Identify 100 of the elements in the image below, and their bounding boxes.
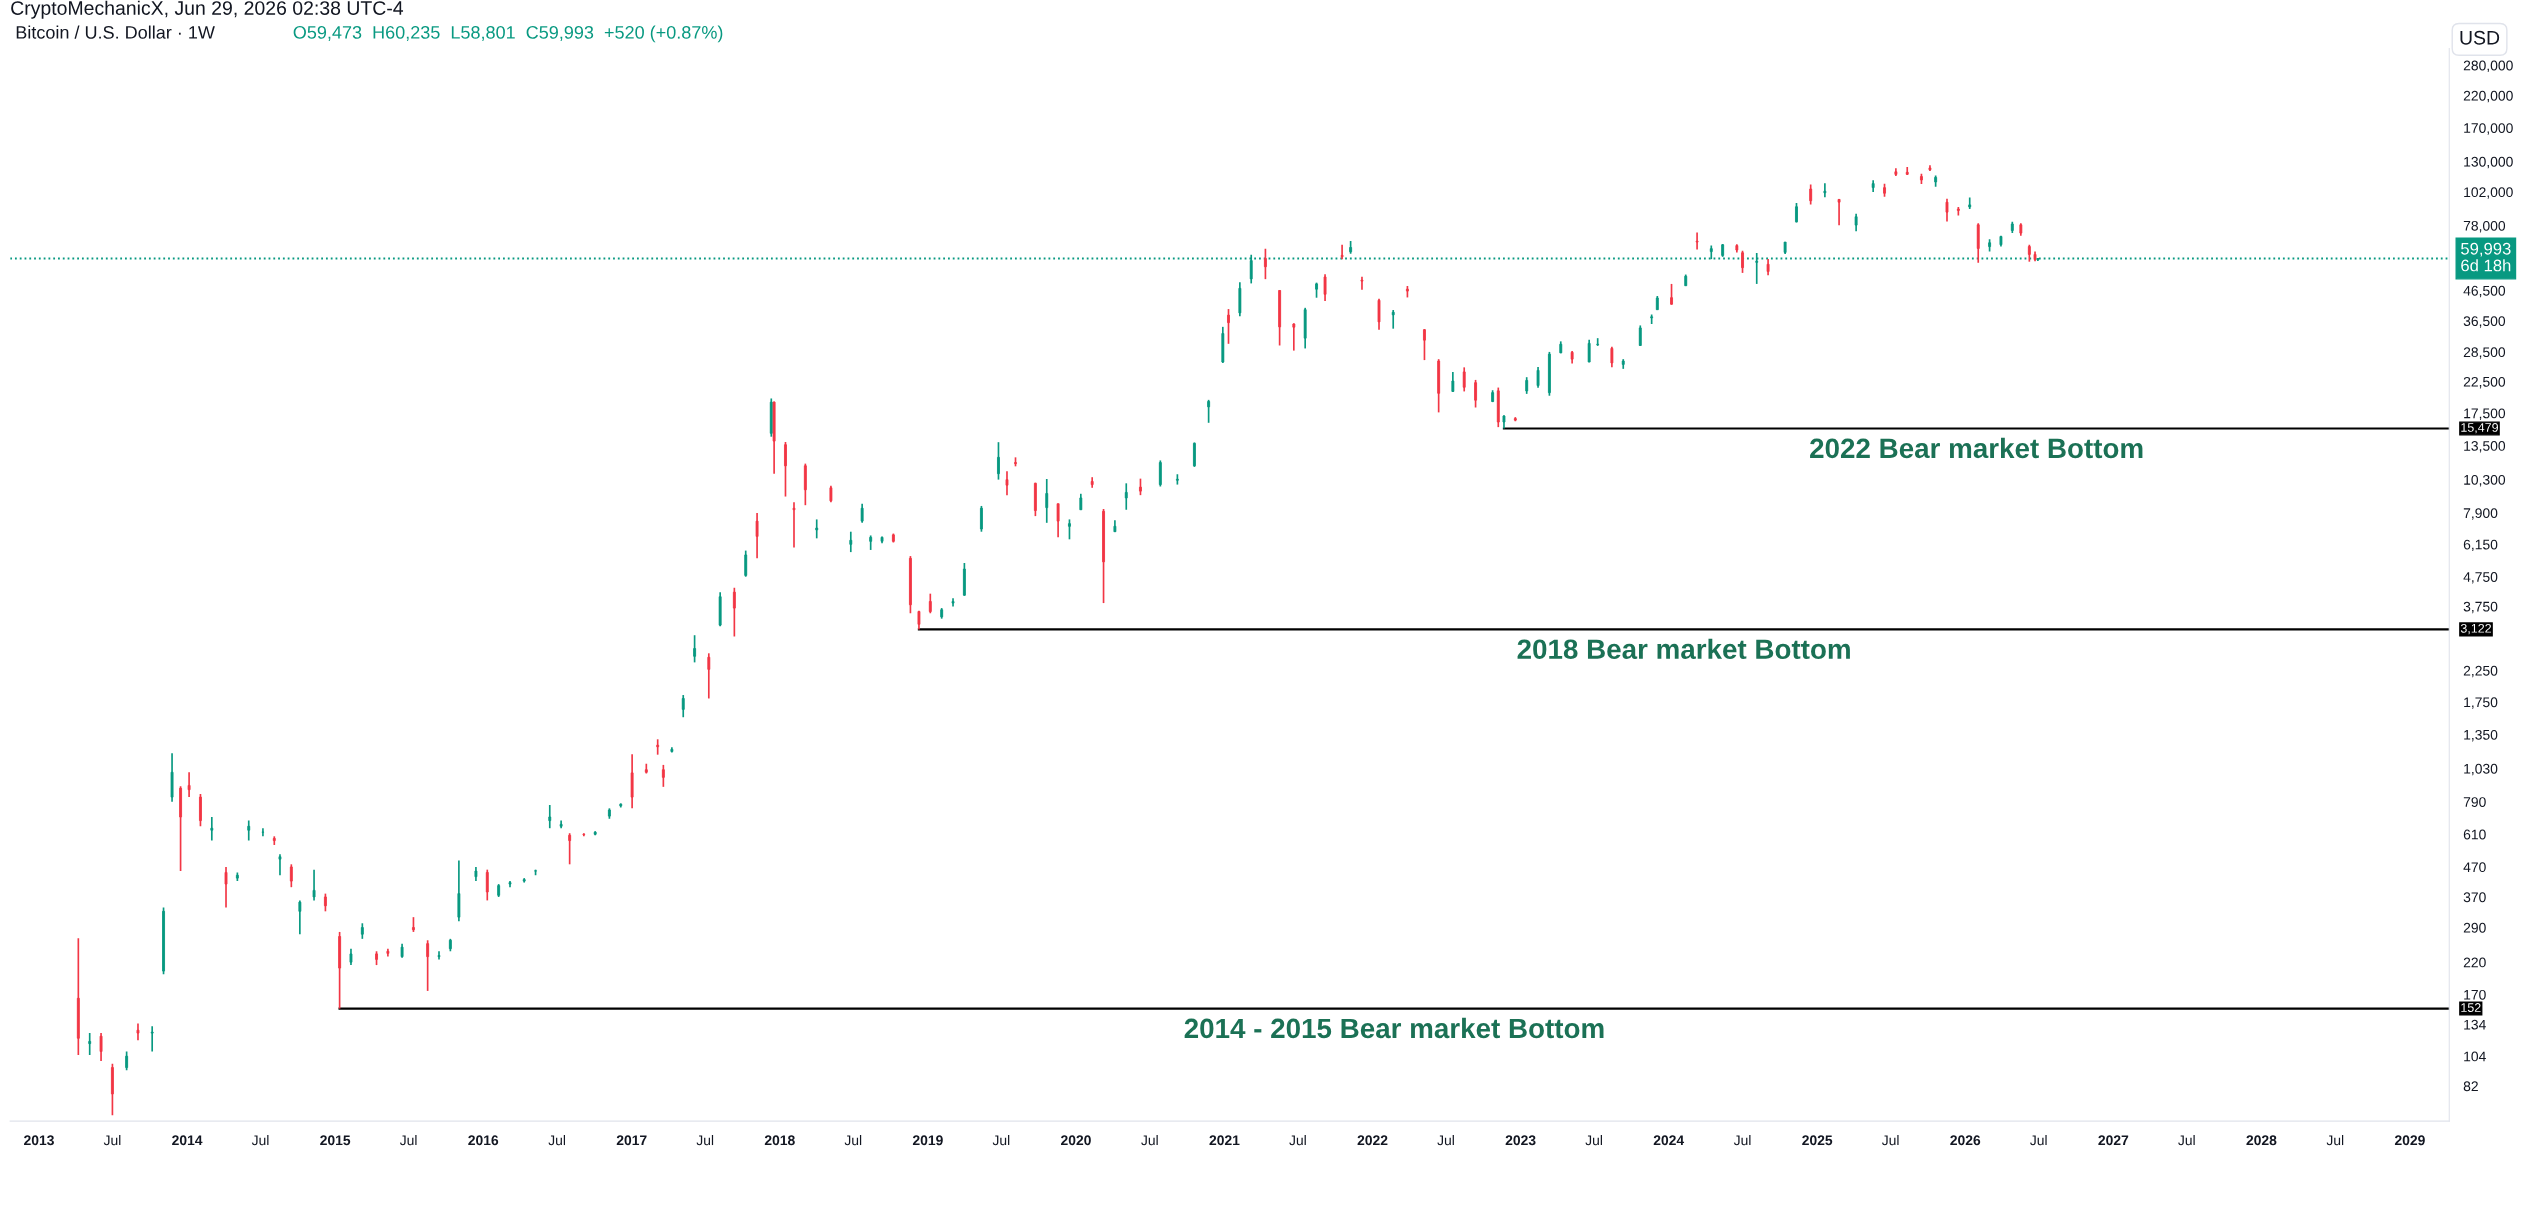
candlestick — [278, 853, 282, 877]
candlestick — [1340, 243, 1344, 261]
candlestick — [792, 501, 796, 549]
candlestick — [1638, 324, 1642, 347]
candlestick — [1536, 366, 1540, 389]
candlestick — [1207, 399, 1211, 424]
x-tick-label: Jul — [1733, 1134, 1751, 1146]
candlestick — [88, 1032, 92, 1056]
candlestick — [849, 530, 853, 553]
candlestick — [656, 738, 660, 756]
candlestick — [1014, 456, 1017, 468]
x-tick-label: 2020 — [1060, 1135, 1091, 1146]
candlestick — [548, 804, 552, 830]
x-tick-label: Jul — [548, 1134, 566, 1146]
candlestick — [1695, 231, 1699, 251]
chart-title: Bitcoin / U.S. Dollar · 1W — [16, 25, 215, 39]
candlestick — [1263, 247, 1267, 280]
y-tick-label: 170,000 — [2464, 123, 2513, 135]
x-tick-label: Jul — [992, 1134, 1010, 1146]
candlestick — [744, 549, 748, 578]
candlestick — [1920, 172, 1923, 185]
y-tick-label: 6,150 — [2463, 539, 2498, 552]
x-tick-label: Jul — [696, 1134, 714, 1146]
x-tick-label: 2021 — [1209, 1135, 1240, 1146]
candlestick — [298, 899, 302, 936]
data-label: 152 — [2461, 1003, 2481, 1012]
candlestick — [1045, 478, 1049, 524]
y-tick-label: 102,000 — [2464, 187, 2513, 199]
y-tick-label: 2,250 — [2463, 665, 2498, 678]
x-tick-label: Jul — [2326, 1134, 2344, 1146]
candlestick — [1360, 275, 1364, 291]
y-tick-label: 36,500 — [2463, 316, 2506, 328]
candlestick — [1837, 198, 1841, 227]
candlestick — [199, 793, 202, 828]
x-tick-label: 2014 — [172, 1135, 203, 1146]
candlestick — [1741, 249, 1744, 274]
y-tick-label: 1,750 — [2464, 697, 2498, 709]
candlestick — [568, 832, 572, 866]
annotation: 2022 Bear market Bottom — [1810, 437, 2143, 459]
candlestick — [1068, 518, 1071, 541]
ref-line-label: 59,993 6d 18h — [2461, 242, 2511, 272]
x-tick-label: 2017 — [616, 1135, 647, 1146]
y-tick-label: 1,030 — [2464, 763, 2498, 776]
y-tick-label: 82 — [2463, 1081, 2478, 1092]
candlestick — [803, 462, 807, 507]
x-tick-label: 2025 — [1802, 1135, 1833, 1146]
candlestick — [707, 652, 711, 700]
candlestick — [1423, 328, 1426, 361]
y-tick-label: 134 — [2464, 1019, 2486, 1030]
candlestick — [928, 592, 932, 615]
candlestick — [1124, 482, 1128, 511]
data-label: 3,122 — [2460, 623, 2492, 635]
x-tick-label: 2029 — [2394, 1135, 2425, 1146]
y-tick-label: 610 — [2463, 829, 2486, 840]
y-tick-label: 280,000 — [2463, 60, 2513, 73]
candlestick — [1474, 379, 1478, 409]
candlestick — [1547, 351, 1551, 397]
text: CryptoMechanicX, Jun 29, 2026 02:38 UTC-4 — [11, 0, 404, 19]
candlestick — [1102, 508, 1105, 604]
candlestick — [1976, 222, 1980, 264]
y-tick-label: 17,500 — [2464, 408, 2506, 420]
candlestick — [1323, 273, 1327, 302]
y-tick-label: 46,500 — [2463, 285, 2506, 298]
candlestick — [1596, 337, 1600, 347]
candlestick — [1462, 366, 1466, 393]
y-tick-label: 104 — [2464, 1051, 2486, 1062]
candlestick — [997, 441, 1000, 481]
candlestick — [375, 950, 378, 966]
x-tick-label: 2015 — [320, 1135, 351, 1146]
y-tick-label: 13,500 — [2464, 441, 2506, 453]
candlestick — [261, 827, 265, 838]
x-tick-label: Jul — [1585, 1134, 1602, 1146]
candlestick — [1377, 298, 1381, 331]
y-tick-label: 170 — [2464, 989, 2486, 1000]
candlestick — [661, 764, 665, 788]
candlestick — [732, 586, 736, 638]
candlestick — [1795, 202, 1798, 224]
y-tick-label: 290 — [2463, 922, 2486, 933]
candlestick — [99, 1032, 103, 1062]
x-tick-label: 2022 — [1357, 1135, 1388, 1146]
candlestick — [247, 819, 251, 842]
candlestick — [1670, 283, 1673, 306]
candlestick — [1809, 183, 1813, 206]
candlestick — [755, 512, 759, 560]
y-tick-label: 1,350 — [2464, 729, 2498, 742]
candlestick — [1139, 477, 1142, 496]
y-tick-label: 220,000 — [2463, 90, 2513, 103]
candlestick — [312, 868, 316, 902]
y-tick-label: 130,000 — [2464, 156, 2513, 169]
candlestick — [1192, 441, 1196, 468]
x-tick-label: Jul — [1289, 1134, 1306, 1146]
x-tick-label: Jul — [399, 1134, 417, 1146]
y-tick-label: 22,500 — [2463, 376, 2506, 389]
candlestick — [1587, 338, 1591, 364]
y-axis-title: USD — [2460, 30, 2500, 45]
y-tick-label: 4,750 — [2463, 572, 2498, 584]
annotation: 2018 Bear market Bottom — [1517, 638, 1850, 660]
candlestick — [150, 1025, 154, 1053]
y-tick-label: 78,000 — [2463, 220, 2506, 233]
candlestick — [1391, 309, 1395, 330]
